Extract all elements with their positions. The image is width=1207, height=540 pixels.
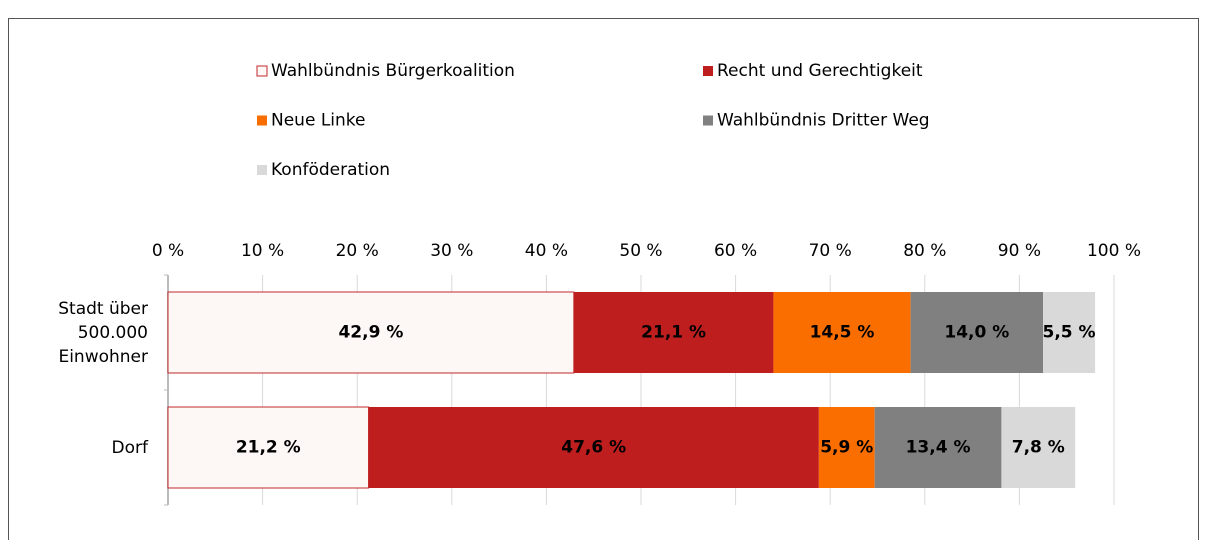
x-tick-label: 100 % xyxy=(1087,241,1141,261)
chart-frame xyxy=(8,18,1199,540)
legend-marker xyxy=(256,65,268,77)
legend-marker xyxy=(703,115,713,126)
legend-marker xyxy=(257,115,267,126)
bar-segment xyxy=(874,407,1002,488)
value-label: 5,9 % xyxy=(820,438,873,458)
bar-segment xyxy=(1043,292,1096,373)
bar-segment xyxy=(167,291,575,374)
bar-segment xyxy=(773,292,911,373)
value-label: 7,8 % xyxy=(1012,438,1065,458)
legend-label: Wahlbündnis Bürgerkoalition xyxy=(271,61,515,81)
x-tick-label: 70 % xyxy=(809,241,852,261)
value-label: 14,5 % xyxy=(810,323,875,343)
x-tick-label: 20 % xyxy=(336,241,379,261)
value-label: 13,4 % xyxy=(906,438,971,458)
bar-segment xyxy=(573,292,774,373)
value-label: 14,0 % xyxy=(944,323,1009,343)
bar-segment xyxy=(368,407,819,488)
bar-segment xyxy=(910,292,1044,373)
x-tick-label: 0 % xyxy=(152,241,184,261)
x-tick-label: 80 % xyxy=(903,241,946,261)
x-tick-label: 90 % xyxy=(998,241,1041,261)
value-label: 21,1 % xyxy=(641,323,706,343)
legend-marker xyxy=(257,165,267,175)
value-label: 21,2 % xyxy=(236,438,301,458)
bar-segment xyxy=(1001,407,1076,488)
legend-label: Wahlbündnis Dritter Weg xyxy=(717,111,930,131)
value-label: 42,9 % xyxy=(338,323,403,343)
value-label: 5,5 % xyxy=(1043,323,1096,343)
x-tick-label: 40 % xyxy=(525,241,568,261)
bar-segment xyxy=(818,407,875,488)
x-tick-label: 10 % xyxy=(241,241,284,261)
y-tick-label: Dorf xyxy=(111,437,148,458)
x-tick-label: 30 % xyxy=(430,241,473,261)
x-tick-label: 60 % xyxy=(714,241,757,261)
legend-label: Recht und Gerechtigkeit xyxy=(717,61,923,81)
legend-label: Konföderation xyxy=(271,160,390,180)
x-tick-label: 50 % xyxy=(619,241,662,261)
legend-marker xyxy=(703,66,713,76)
y-tick-label: Stadt über 500.000 Einwohner xyxy=(58,298,148,367)
legend-label: Neue Linke xyxy=(271,111,365,131)
bar-segment xyxy=(167,406,370,489)
value-label: 47,6 % xyxy=(561,438,626,458)
